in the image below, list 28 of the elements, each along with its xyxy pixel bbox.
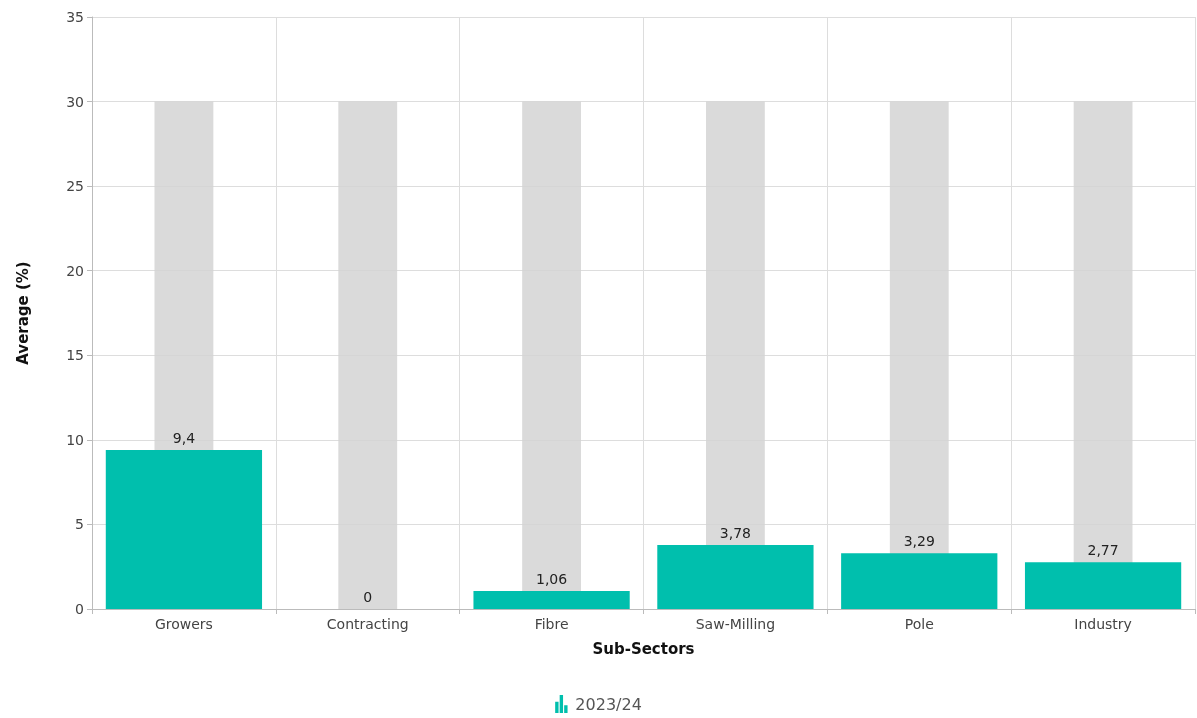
x-tick-label: Industry — [1074, 616, 1132, 632]
bar — [105, 450, 263, 609]
x-axis-title: Sub-Sectors — [592, 639, 695, 658]
y-tick-label: 35 — [66, 9, 84, 25]
data-label: 9,4 — [172, 430, 196, 447]
bar — [657, 545, 814, 609]
x-tick-label: Pole — [904, 616, 934, 632]
data-label: 2,77 — [1087, 542, 1119, 559]
data-label: 3,29 — [903, 533, 935, 550]
data-label: 1,06 — [536, 571, 568, 588]
y-tick-label: 15 — [66, 347, 84, 364]
bar — [841, 553, 998, 609]
y-tick-label: 0 — [75, 601, 84, 617]
x-tick-label: Saw-Milling — [695, 616, 776, 632]
bar — [1024, 562, 1182, 609]
x-tick-label: Contracting — [326, 616, 409, 632]
y-tick-label: 25 — [66, 178, 84, 195]
y-tick-label: 10 — [66, 431, 84, 448]
y-tick-label: 30 — [66, 93, 84, 110]
x-tick-label: Growers — [154, 616, 213, 632]
data-label: 3,78 — [719, 525, 751, 542]
bar — [473, 591, 630, 609]
data-label: 0 — [363, 589, 373, 605]
y-tick-label: 5 — [75, 516, 84, 533]
y-tick-label: 20 — [66, 262, 84, 279]
y-axis-title: Average (%) — [13, 261, 32, 365]
x-tick-label: Fibre — [534, 616, 569, 632]
legend-label: 2023/24 — [575, 694, 642, 714]
